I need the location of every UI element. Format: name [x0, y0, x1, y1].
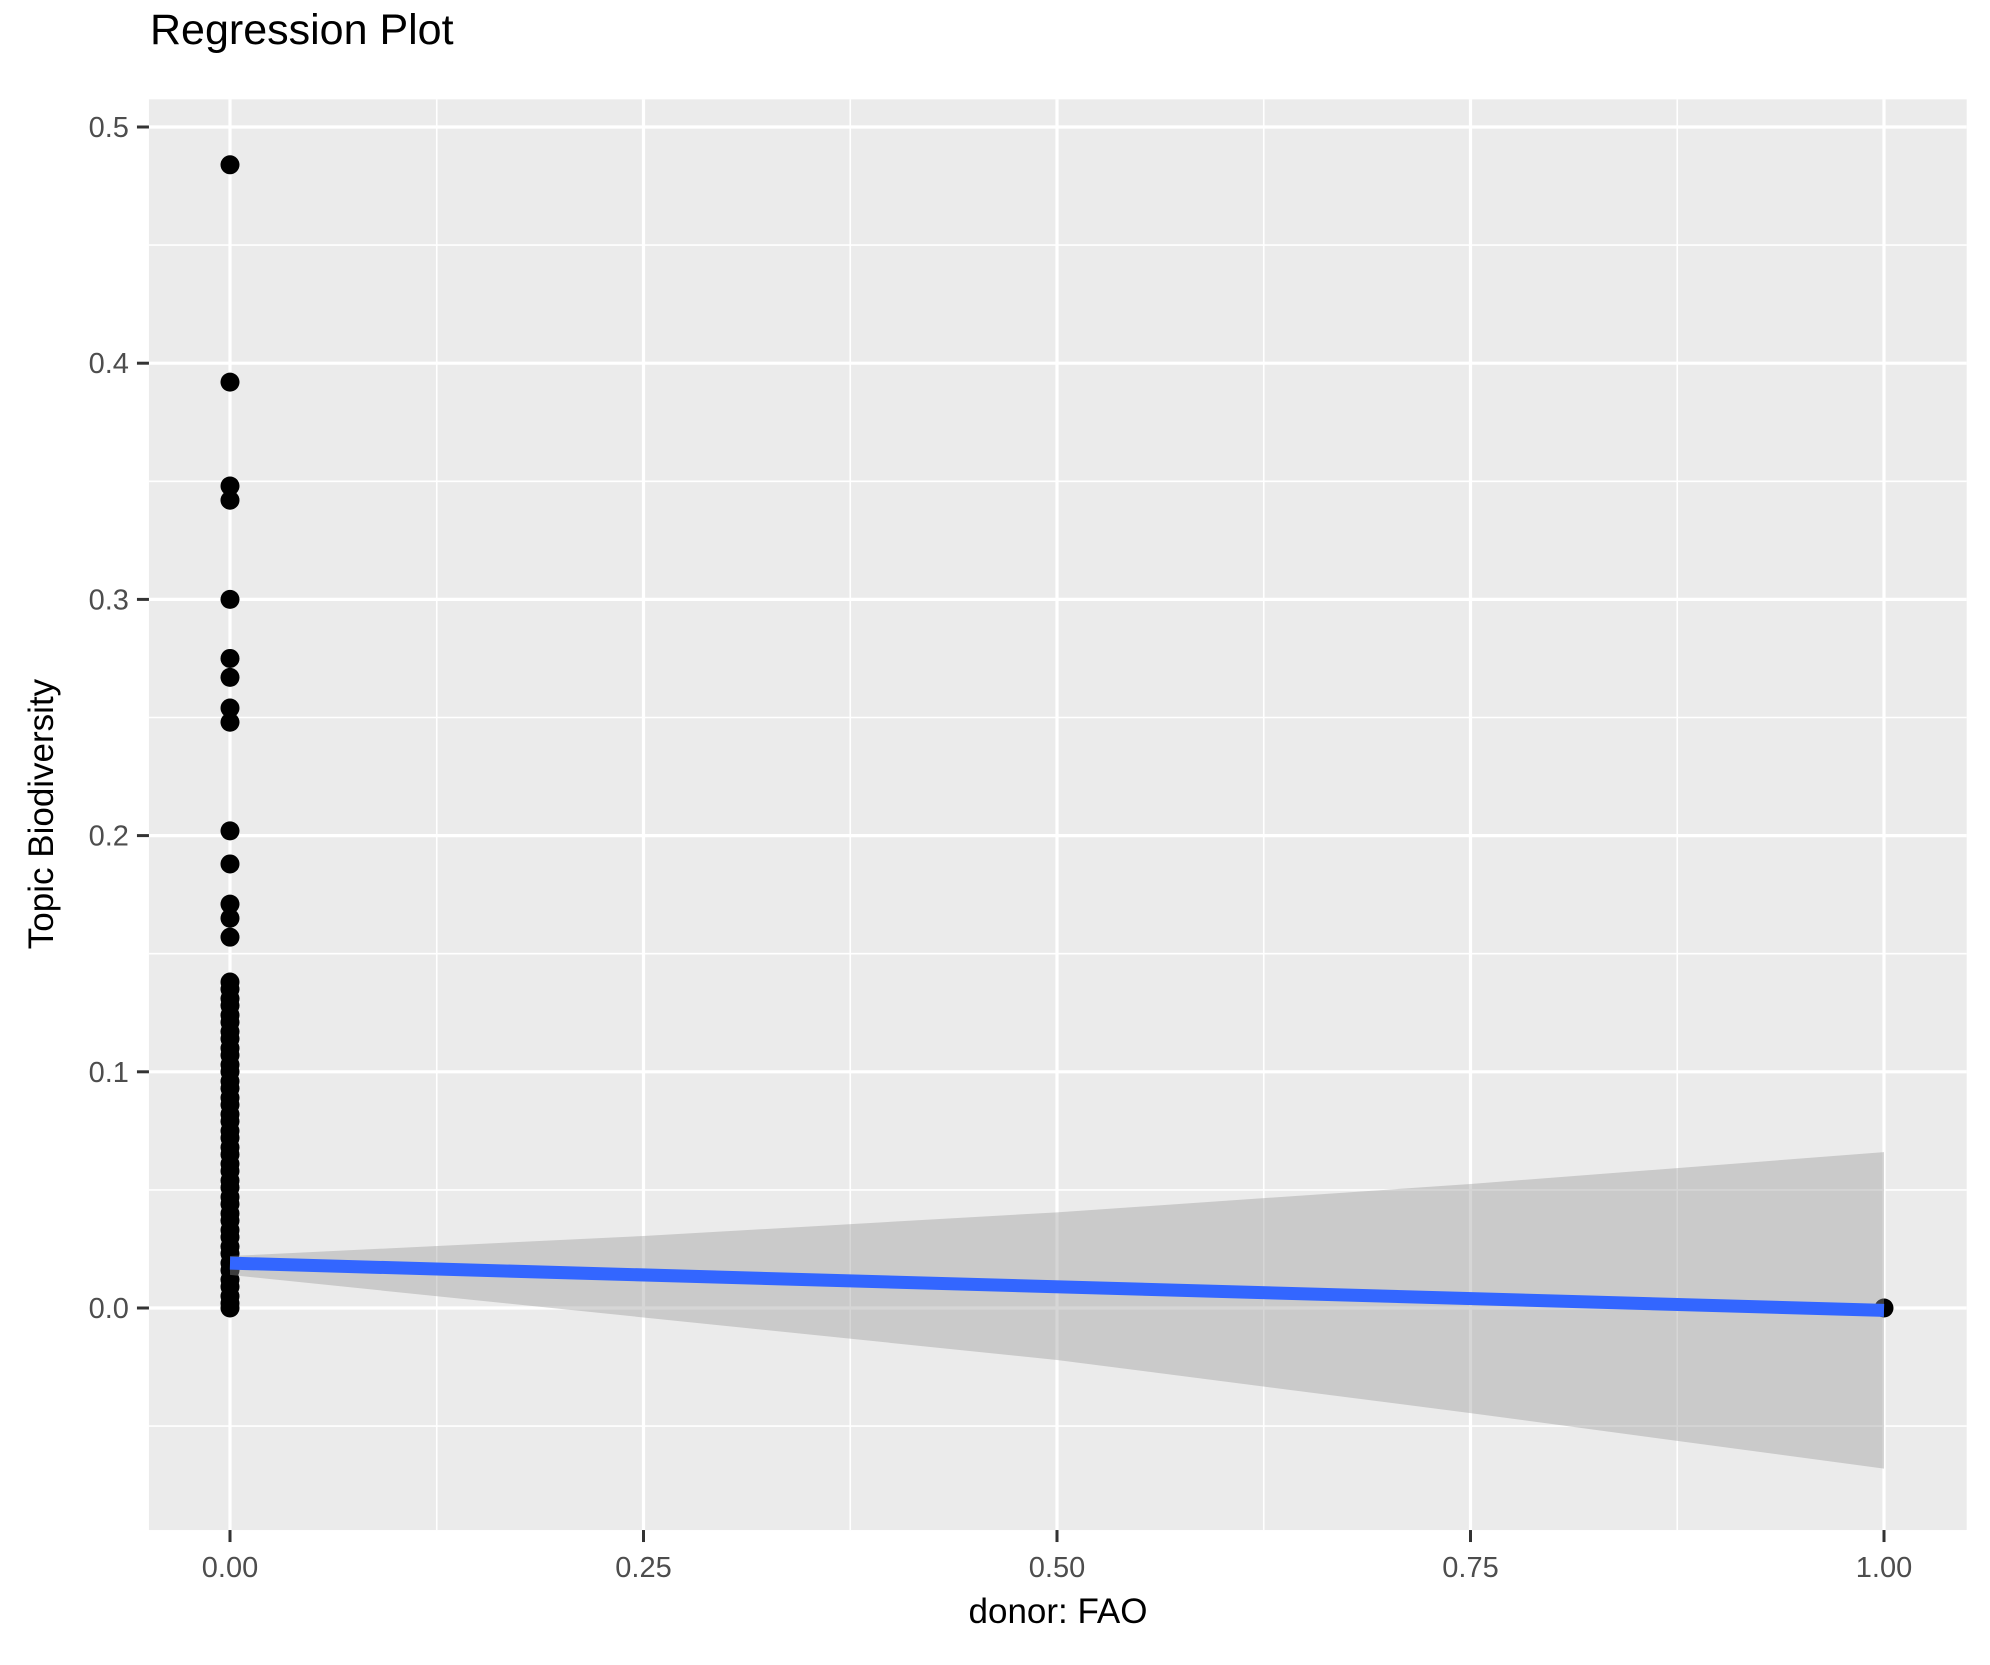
x-tick-label: 0.25 [615, 1552, 671, 1584]
y-tick-label: 0.1 [89, 1057, 129, 1089]
y-tick-label: 0.5 [89, 112, 129, 144]
scatter-point [220, 927, 240, 947]
scatter-point [220, 490, 240, 510]
scatter-point [220, 476, 240, 496]
scatter-point [220, 372, 240, 392]
scatter-point [220, 589, 240, 609]
y-tick-label: 0.3 [89, 584, 129, 616]
scatter-point [220, 821, 240, 841]
x-tick-label: 0.75 [1442, 1552, 1498, 1584]
scatter-point [220, 894, 240, 914]
scatter-point [220, 667, 240, 687]
confidence-band [230, 1152, 1884, 1469]
scatter-point [220, 1298, 240, 1318]
scatter-point [220, 698, 240, 718]
regression-line [229, 1256, 1885, 1317]
scatter-point [220, 854, 240, 874]
x-axis-title: donor: FAO [968, 1592, 1148, 1631]
y-tick-label: 0.0 [89, 1293, 129, 1325]
scatter-point [220, 648, 240, 668]
y-tick-label: 0.2 [89, 821, 129, 853]
y-tick-label: 0.4 [89, 348, 129, 380]
plot-title: Regression Plot [150, 6, 454, 54]
scatter-point [220, 155, 240, 175]
scatter-point [220, 712, 240, 732]
x-tick-label: 0.50 [1029, 1552, 1085, 1584]
x-tick-label: 0.00 [202, 1552, 258, 1584]
scatter-point [220, 908, 240, 928]
x-tick-label: 1.00 [1856, 1552, 1912, 1584]
